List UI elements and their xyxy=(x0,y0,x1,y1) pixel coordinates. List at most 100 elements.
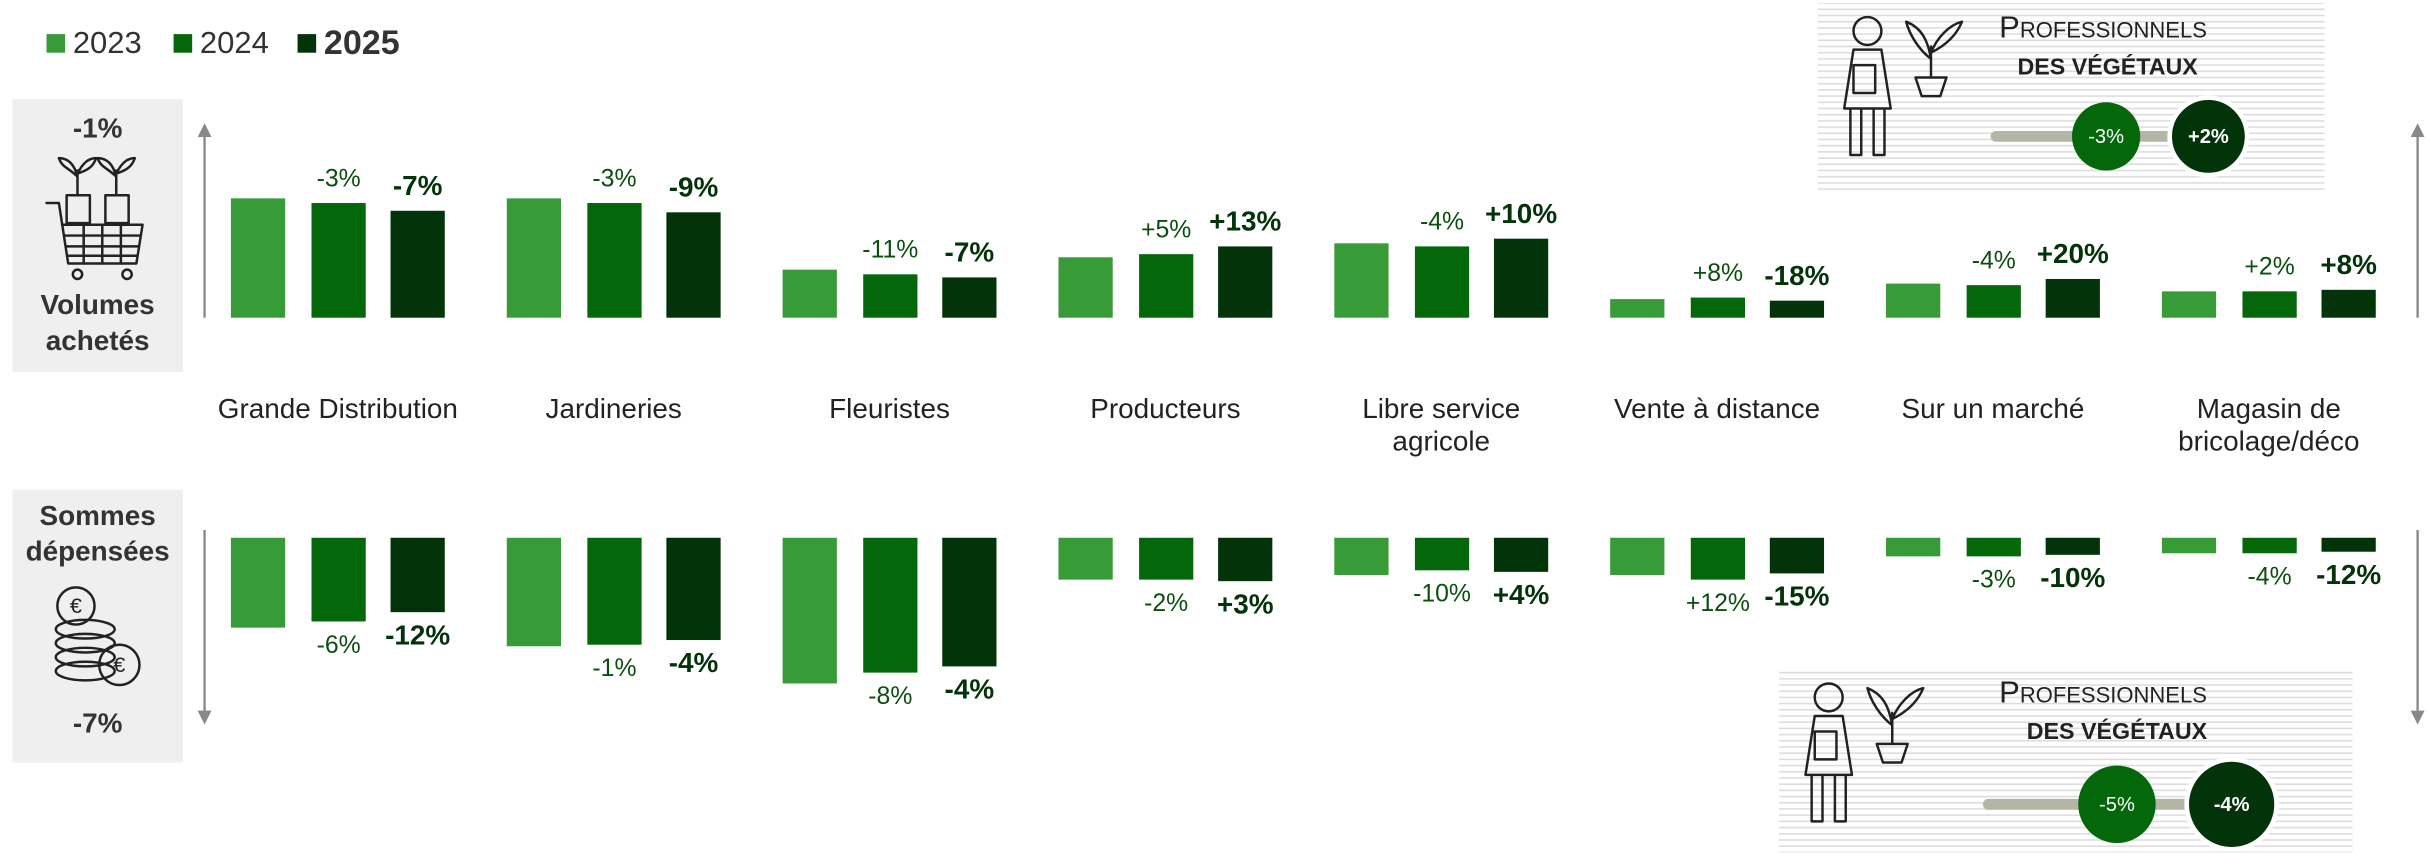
change-label: +2% xyxy=(2244,254,2294,281)
legend-swatch xyxy=(297,34,317,53)
bar xyxy=(1414,537,1470,571)
category-label: Vente à distance xyxy=(1614,393,1820,424)
bar xyxy=(666,537,721,641)
change-label: -3% xyxy=(592,165,636,192)
change-label: -1% xyxy=(592,655,636,682)
change-label: +13% xyxy=(1209,206,1281,237)
bar xyxy=(1058,537,1113,580)
bar xyxy=(1493,537,1549,572)
bar xyxy=(1610,299,1665,318)
bar xyxy=(2161,537,2217,554)
bar xyxy=(1334,537,1389,575)
legend-label: 2023 xyxy=(73,25,142,60)
category-label: Sur un marché xyxy=(1902,393,2085,424)
svg-text:€: € xyxy=(113,652,125,677)
bar xyxy=(390,537,445,613)
change-label: +4% xyxy=(1493,579,1550,610)
change-label: -11% xyxy=(862,237,918,264)
bar xyxy=(2161,291,2217,318)
pro-subtitle: DES VÉGÉTAUX xyxy=(2027,717,2208,744)
bar xyxy=(1886,537,1941,557)
bar xyxy=(311,537,366,622)
bar xyxy=(390,210,445,318)
change-label: -7% xyxy=(393,170,443,201)
category-label: agricole xyxy=(1392,426,1490,457)
pro-title: Professionnels xyxy=(1999,674,2207,709)
change-label: -12% xyxy=(2316,559,2381,590)
category-label: Fleuristes xyxy=(829,393,950,424)
pro-circle xyxy=(2078,765,2156,844)
change-label: +5% xyxy=(1141,216,1191,243)
pro-change: +2% xyxy=(2188,126,2229,148)
bar xyxy=(666,212,721,318)
bar xyxy=(1769,537,1825,574)
bar xyxy=(782,269,837,318)
change-label: -4% xyxy=(669,647,719,678)
pro-change: -4% xyxy=(2214,794,2250,816)
change-label: -4% xyxy=(1420,209,1464,236)
category-label: bricolage/déco xyxy=(2178,426,2359,457)
legend-label: 2025 xyxy=(324,24,400,62)
bar xyxy=(942,277,997,318)
change-label: -2% xyxy=(1144,590,1188,617)
bar xyxy=(863,274,918,318)
bar xyxy=(587,537,642,645)
bar xyxy=(1966,285,2021,318)
total-label: -7% xyxy=(73,708,123,739)
bar xyxy=(1139,254,1194,318)
category-label: Libre service xyxy=(1362,393,1520,424)
cart-icon xyxy=(45,156,144,281)
legend-swatch xyxy=(173,34,193,53)
category-label: Magasin de xyxy=(2197,393,2341,424)
bar xyxy=(506,198,562,318)
bar xyxy=(2242,291,2297,318)
bar xyxy=(863,537,918,673)
pro-change: -5% xyxy=(2099,794,2135,816)
change-label: -10% xyxy=(1413,581,1471,608)
bar xyxy=(311,203,366,318)
panel-title: Sommes xyxy=(40,500,156,531)
change-label: -7% xyxy=(945,237,995,268)
bar xyxy=(1690,297,1746,318)
change-label: -6% xyxy=(317,632,361,659)
bar xyxy=(1139,537,1194,580)
bar xyxy=(782,537,837,684)
bar xyxy=(2045,278,2100,318)
bar xyxy=(1334,243,1389,318)
change-label: -4% xyxy=(1972,247,2016,274)
change-label: -10% xyxy=(2040,562,2105,593)
pro-circle xyxy=(2184,757,2279,852)
bar xyxy=(230,198,286,318)
bar xyxy=(1218,246,1273,318)
bar xyxy=(1493,238,1549,318)
pro-subtitle: DES VÉGÉTAUX xyxy=(2017,52,2198,79)
bar xyxy=(2321,289,2376,318)
pro-circle xyxy=(2167,95,2250,178)
change-label: +10% xyxy=(1485,198,1557,229)
bar xyxy=(2321,537,2376,552)
bar xyxy=(587,203,642,318)
bar xyxy=(1966,537,2021,557)
total-label: -1% xyxy=(73,113,123,144)
change-label: +12% xyxy=(1686,590,1750,617)
change-label: -4% xyxy=(2248,564,2292,591)
change-label: -4% xyxy=(945,674,995,705)
change-label: -3% xyxy=(317,165,361,192)
bar xyxy=(2242,537,2297,554)
gardener-icon xyxy=(1842,15,1964,157)
legend-swatch xyxy=(46,34,66,53)
bar xyxy=(1414,246,1470,318)
category-label: Grande Distribution xyxy=(218,393,458,424)
bar xyxy=(1218,537,1273,582)
legend-label: 2024 xyxy=(200,25,269,60)
change-label: +20% xyxy=(2037,238,2109,269)
bar xyxy=(942,537,997,667)
change-label: +8% xyxy=(2320,249,2377,280)
change-label: -3% xyxy=(1972,567,2016,594)
bar xyxy=(1886,283,1941,318)
bar xyxy=(506,537,562,647)
change-label: -18% xyxy=(1764,260,1829,291)
bar xyxy=(1690,537,1746,580)
bar xyxy=(1610,537,1665,575)
